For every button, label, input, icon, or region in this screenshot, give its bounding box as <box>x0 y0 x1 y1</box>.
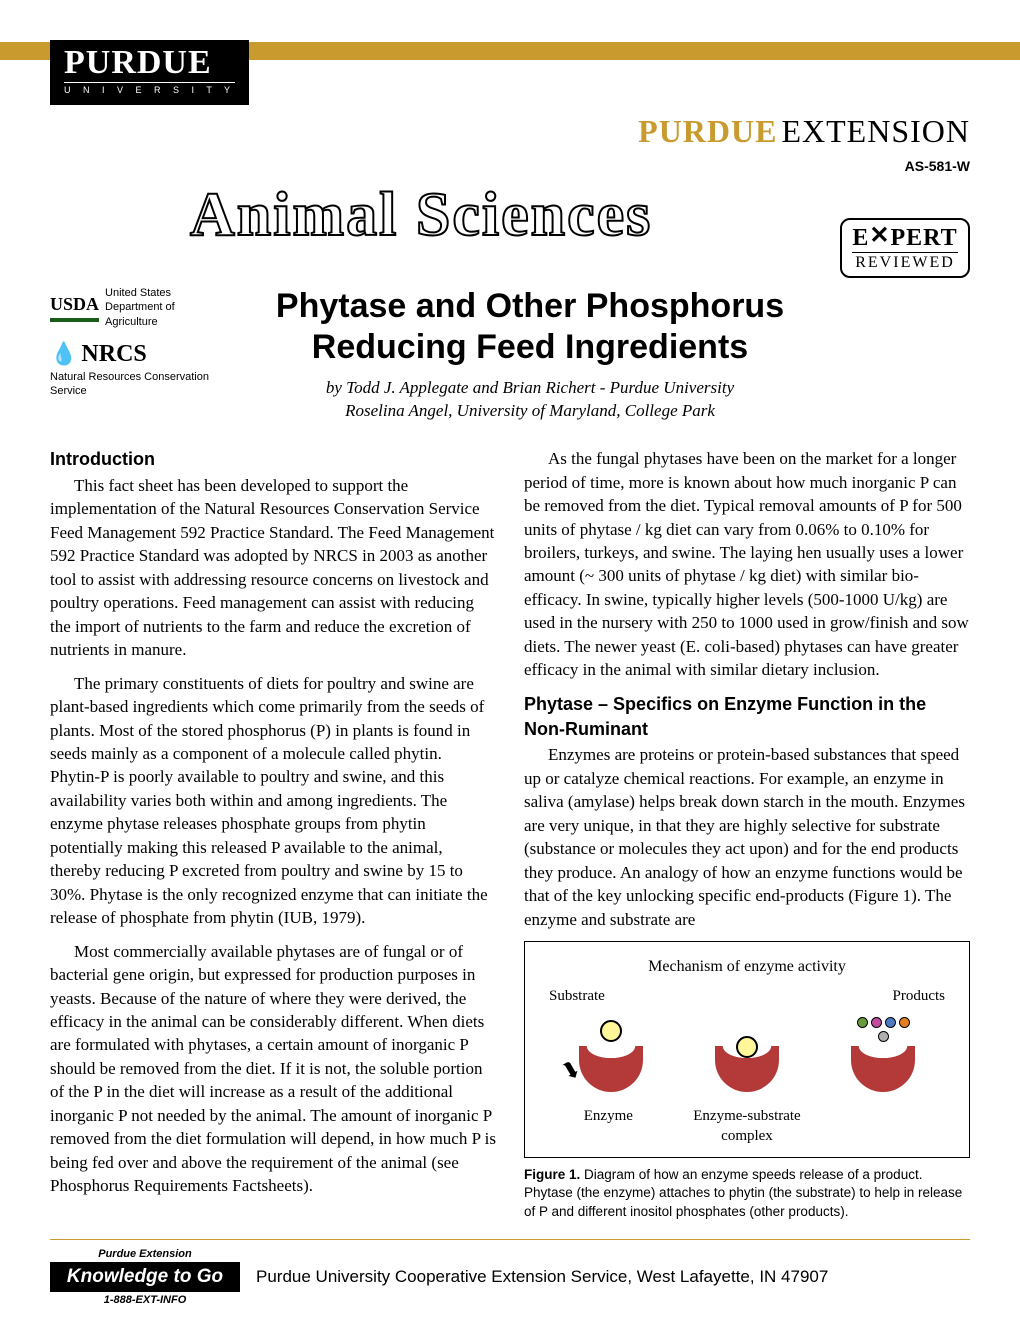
intro-p3: Most commercially available phytases are… <box>50 940 496 1198</box>
products-icon <box>853 1017 913 1042</box>
series-banner: Animal Sciences <box>50 178 840 246</box>
header-block: PURDUE U N I V E R S I T Y PURDUE EXTENS… <box>50 40 970 423</box>
intro-p2: The primary constituents of diets for po… <box>50 672 496 930</box>
nrcs-mark-row: 💧 NRCS <box>50 339 220 370</box>
spacer <box>831 1106 941 1147</box>
purdue-logo: PURDUE U N I V E R S I T Y <box>50 40 249 105</box>
product-dot <box>878 1031 889 1042</box>
enzyme-label: Enzyme <box>553 1106 663 1147</box>
right-p1: As the fungal phytases have been on the … <box>524 447 970 682</box>
enzyme-icon <box>579 1046 643 1092</box>
agency-column: USDA United States Department of Agricul… <box>50 286 220 423</box>
product-dot <box>885 1017 896 1028</box>
badge-bottom: REVIEWED <box>852 252 958 272</box>
enzyme-icon <box>851 1046 915 1092</box>
expert-reviewed-badge: E✕PERT REVIEWED <box>840 218 970 278</box>
left-column: Introduction This fact sheet has been de… <box>50 447 496 1221</box>
products-label: Products <box>893 986 946 1007</box>
knowledge-to-go-block: Purdue Extension Knowledge to Go 1-888-E… <box>50 1248 240 1306</box>
droplet-icon: 💧 <box>50 340 77 369</box>
product-dot <box>857 1017 868 1028</box>
enzyme-complex-icon <box>715 1046 779 1092</box>
figure-stage: ➦ <box>539 1013 955 1100</box>
title-column: Phytase and Other Phosphorus Reducing Fe… <box>220 286 840 423</box>
footer: Purdue Extension Knowledge to Go 1-888-E… <box>50 1248 970 1306</box>
substrate-label: Substrate <box>549 986 605 1007</box>
usda-block: USDA United States Department of Agricul… <box>50 286 220 329</box>
spacer <box>840 286 970 423</box>
product-dot <box>871 1017 882 1028</box>
article-title: Phytase and Other Phosphorus Reducing Fe… <box>240 286 820 368</box>
figure-1: Mechanism of enzyme activity Substrate P… <box>524 941 970 1158</box>
extension-title: PURDUE EXTENSION <box>50 113 970 150</box>
intro-p1: This fact sheet has been developed to su… <box>50 474 496 662</box>
stage-2 <box>692 1020 802 1092</box>
usda-mark: USDA <box>50 293 99 321</box>
product-dot <box>899 1017 910 1028</box>
complex-label: Enzyme-substrate complex <box>692 1106 802 1147</box>
substrate-icon <box>600 1020 622 1042</box>
footer-org: Purdue University Cooperative Extension … <box>256 1267 828 1287</box>
footer-phone: 1-888-EXT-INFO <box>50 1294 240 1306</box>
ext-light: EXTENSION <box>781 113 970 149</box>
logo-sub: U N I V E R S I T Y <box>64 82 235 95</box>
page: PURDUE U N I V E R S I T Y PURDUE EXTENS… <box>0 0 1020 1336</box>
stage-1: ➦ <box>556 1020 666 1092</box>
badge-top: E✕PERT <box>852 226 958 250</box>
badge-star-icon: ✕ <box>869 224 890 248</box>
figure-title: Mechanism of enzyme activity <box>539 956 955 978</box>
logo-main: PURDUE <box>64 46 235 80</box>
ext-bold: PURDUE <box>638 113 777 149</box>
usda-text: United States Department of Agriculture <box>105 286 220 329</box>
title-row: USDA United States Department of Agricul… <box>50 286 970 423</box>
document-code: AS-581-W <box>50 158 970 174</box>
figure-caption: Figure 1. Diagram of how an enzyme speed… <box>524 1166 970 1221</box>
footer-brand: Purdue Extension <box>50 1248 240 1260</box>
nrcs-mark: NRCS <box>81 339 146 370</box>
authors: by Todd J. Applegate and Brian Richert -… <box>240 376 820 424</box>
footer-separator <box>50 1239 970 1240</box>
right-p2: Enzymes are proteins or protein-based su… <box>524 743 970 931</box>
substrate-in-cup-icon <box>736 1036 758 1058</box>
right-column: As the fungal phytases have been on the … <box>524 447 970 1221</box>
knowledge-to-go-badge: Knowledge to Go <box>50 1262 240 1292</box>
body-columns: Introduction This fact sheet has been de… <box>50 447 970 1221</box>
stage-3 <box>828 1017 938 1092</box>
nrcs-text: Natural Resources Conservation Service <box>50 370 220 399</box>
enzyme-labels: Enzyme Enzyme-substrate complex <box>539 1106 955 1147</box>
heading-specifics: Phytase – Specifics on Enzyme Function i… <box>524 692 970 742</box>
heading-introduction: Introduction <box>50 447 496 472</box>
banner-row: Animal Sciences E✕PERT REVIEWED <box>50 178 970 278</box>
